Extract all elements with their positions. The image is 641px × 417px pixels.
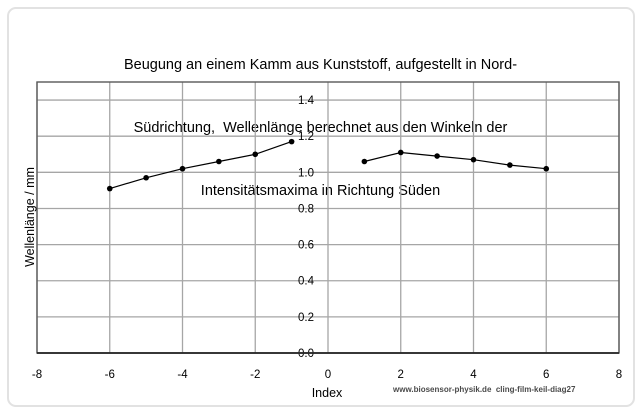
data-point [397,149,404,156]
y-tick-label: 0.6 [298,240,314,252]
x-tick-label: -8 [32,369,42,381]
chart-title-line-1: Beugung an einem Kamm aus Kunststoff, au… [123,57,518,73]
chart-title: Beugung an einem Kamm aus Kunststoff, au… [0,13,641,223]
data-point [434,153,440,159]
data-point [507,162,513,168]
y-axis-title: Wellenlänge / mm [23,167,37,267]
chart-outer-frame [7,7,635,407]
x-tick-label: -2 [250,369,260,381]
data-point [143,174,149,181]
x-tick-label: 8 [616,369,622,381]
data-point [106,185,113,192]
data-point [179,165,186,172]
y-tick-label: 1.4 [298,95,315,107]
series-line [364,151,547,170]
series-line [109,141,292,190]
x-tick-label: 6 [543,369,549,381]
y-tick-label: 0.8 [298,203,314,215]
x-tick-label: 2 [398,369,404,381]
y-tick-label: 0.0 [298,348,314,360]
x-axis-title: Index [311,386,343,400]
watermark: www.biosensor-physik.de cling-film-keil-… [393,385,576,394]
data-point [361,158,368,165]
x-tick-label: -6 [105,369,115,381]
data-point [216,158,222,165]
data-point [252,151,259,158]
chart-title-line-3: Intensitätsmaxima in Richtung Süden [200,183,441,199]
y-tick-label: 1.2 [298,131,314,143]
chart-title-line-2: Südrichtung, Wellenlänge berechnet aus d… [133,120,508,136]
x-tick-label: -4 [177,369,188,381]
y-tick-label: 1.0 [298,167,314,179]
x-tick-label: 4 [470,369,477,381]
data-point [470,156,477,163]
x-tick-label: 0 [325,369,331,381]
data-point [543,165,550,172]
y-tick-label: 0.2 [298,312,314,324]
y-tick-label: 0.4 [298,276,315,288]
data-point [288,138,295,145]
